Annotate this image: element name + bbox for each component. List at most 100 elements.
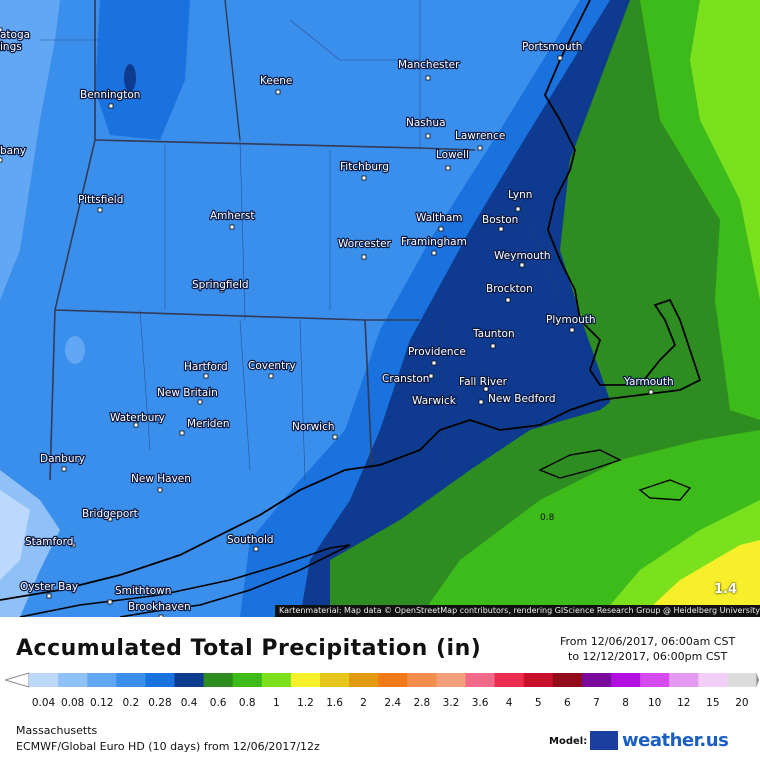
city-marker-taunton [490,343,496,349]
city-label-saratoga-springs: atoga [0,29,30,41]
city-label-portsmouth: Portsmouth [522,41,582,53]
field-0.12-west [0,0,60,300]
city-label-providence: Providence [408,346,466,358]
city-label-worcester: Worcester [338,238,392,250]
legend-label: 2 [360,697,367,709]
city-marker-pittsfield [97,207,103,213]
region-name: Massachusetts [16,724,98,737]
city-marker-new-britain [197,399,203,405]
date-to: to 12/12/2017, 06:00pm CST [568,650,728,663]
border-ct-ny [49,309,56,481]
color-legend [5,672,759,688]
weather-us-logo[interactable]: weather.us [590,730,750,754]
legend-label: 0.4 [180,697,198,709]
city-marker-waltham [438,226,444,232]
city-label-pittsfield: Pittsfield [78,194,123,206]
city-label-boston: Boston [482,214,518,226]
legend-swatch [407,673,437,687]
city-marker-norwich [332,434,338,440]
city-label-lynn: Lynn [508,189,532,201]
map-badge: 1.4 [714,582,738,597]
city-label-framingham: Framingham [401,236,467,248]
city-marker-weymouth [519,262,525,268]
city-marker-worcester [361,254,367,260]
city-label-taunton: Taunton [472,328,515,340]
city-label-fall-river: Fall River [459,376,508,388]
city-label-waterbury: Waterbury [110,412,165,424]
city-label-plymouth: Plymouth [546,314,596,326]
legend-swatch [29,673,59,687]
legend-label: 6 [564,697,571,709]
eu-flag-icon [590,731,618,750]
date-from: From 12/06/2017, 06:00am CST [560,635,736,648]
legend-label: 7 [593,697,600,709]
isoline-label: 0.8 [540,513,555,523]
legend-label: 10 [647,697,662,709]
city-marker-warwick [429,396,435,402]
city-label-hartford: Hartford [184,361,228,373]
county-lines [40,0,561,481]
legend-swatch [669,673,699,687]
precipitation-map[interactable]: 0.8 atoga ings Bennington Keene Manchester Po… [0,0,760,617]
city-label-stamford: Stamford [25,536,73,548]
city-marker-stamford [70,542,76,548]
city-label-manchester: Manchester [398,59,460,71]
legend-swatch [581,673,612,687]
legend-swatch [203,673,234,687]
legend-swatch [349,673,379,687]
city-marker-amherst [229,224,235,230]
city-marker-fall-river [483,386,489,392]
map-attribution[interactable]: Kartenmaterial: Map data © OpenStreetMap… [275,605,760,617]
city-marker-coventry [268,373,274,379]
city-label-brockton: Brockton [486,283,533,295]
city-label-danbury: Danbury [40,453,85,465]
field-1.2 [640,540,760,617]
field-0.28-north [95,0,190,140]
city-marker-yarmouth [648,389,654,395]
legend-label: 0.08 [60,697,85,709]
city-marker-nashua [425,133,431,139]
legend-label: 3.6 [471,697,489,709]
city-label-amherst: Amherst [210,210,254,222]
city-marker-oyster-bay [46,593,52,599]
city-label-fitchburg: Fitchburg [340,161,389,173]
legend-arrow-right [756,673,759,687]
city-label-brookhaven: Brookhaven [128,601,191,613]
model-run: ECMWF/Global Euro HD (10 days) from 12/0… [16,740,320,753]
city-label-nashua: Nashua [406,117,446,129]
field-0.4-blob [124,64,136,92]
brand-name: weather.us [622,730,729,751]
long-island-coast [19,544,351,617]
city-marker-bridgeport [107,516,113,522]
city-marker-saratoga-springs [0,27,3,33]
legend-label: 1 [273,697,280,709]
city-label-smithtown: Smithtown [115,585,171,597]
city-marker-bennington [108,103,114,109]
legend-arrow-left [5,672,30,688]
city-marker-portsmouth [557,55,563,61]
legend-label: 5 [534,697,542,709]
city-label-norwich: Norwich [292,421,335,433]
model-label: Model: [549,736,588,747]
legend-swatch [436,673,466,687]
legend-label: 8 [622,697,629,709]
city-label-coventry: Coventry [248,360,296,372]
city-label-albany: bany [0,145,26,157]
city-marker-manchester [425,75,431,81]
legend-label: 15 [706,697,720,709]
legend-labels: 0.04 0.08 0.12 0.2 0.28 0.4 0.6 0.8 1 1.2 1.6 2 2.4 2… [0,697,760,711]
legend-label: 0.28 [148,697,172,709]
city-marker-waterbury [133,422,139,428]
city-label-meriden: Meriden [187,418,230,430]
legend-label: 0.12 [90,697,114,709]
border-vt-nh [224,0,241,141]
legend-swatch [145,673,175,687]
city-marker-albany [0,157,3,163]
legend-swatch [87,673,117,687]
legend-swatch [261,673,292,687]
city-label-southold: Southold [227,534,274,546]
field-1-east [690,0,760,300]
legend-label: 0.6 [209,697,227,709]
